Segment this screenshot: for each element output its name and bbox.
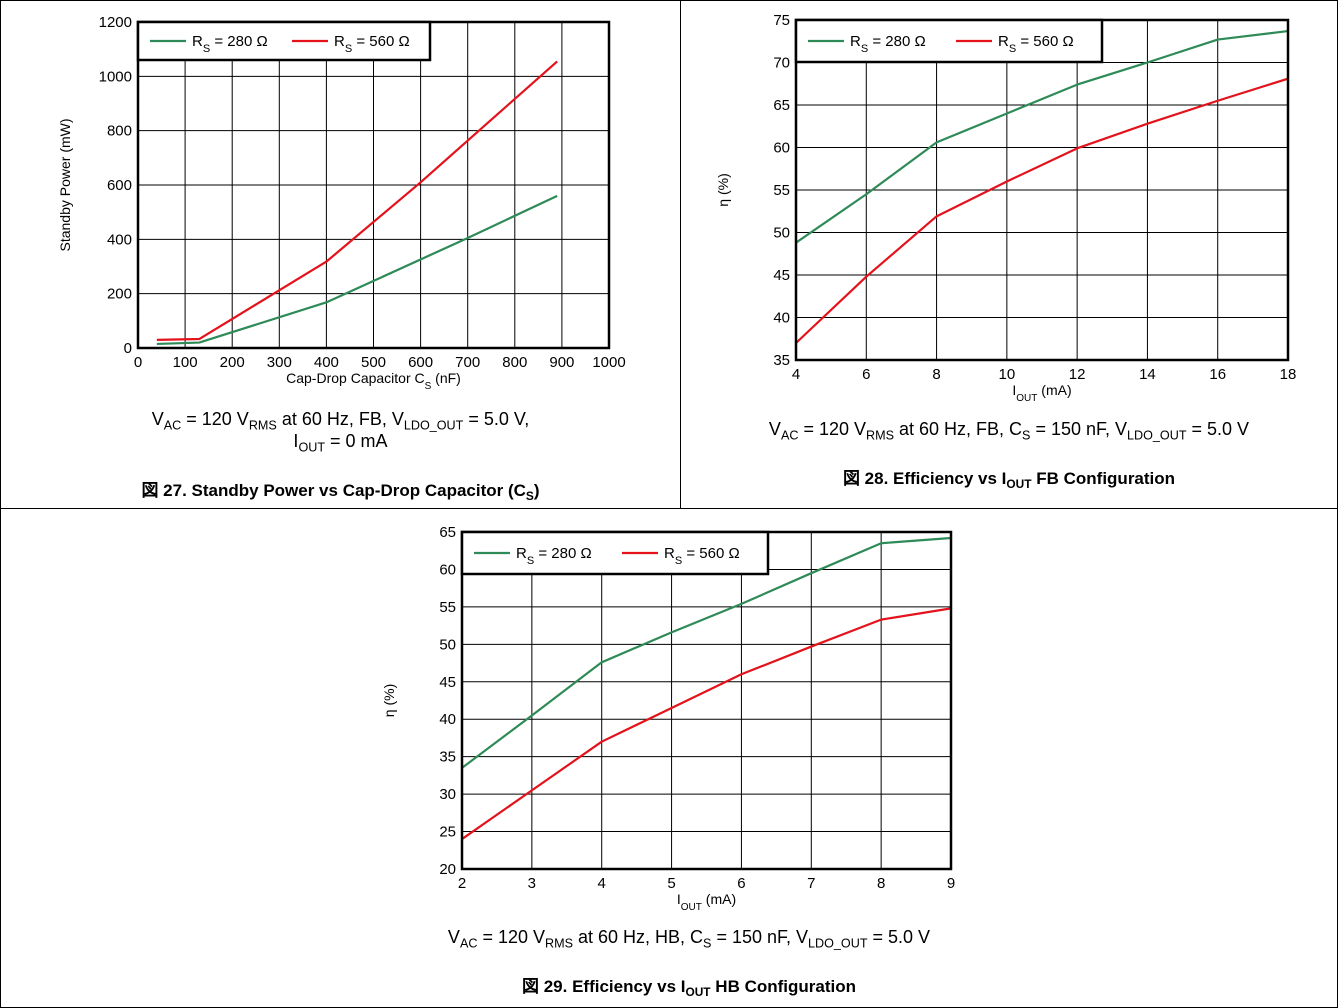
x-tick-label: 500 xyxy=(361,354,386,371)
series-line-rs-280 xyxy=(795,29,1289,244)
y-tick-label: 55 xyxy=(773,182,790,199)
x-tick-label: 2 xyxy=(458,875,466,892)
series-line-rs-560 xyxy=(795,77,1289,344)
y-axis-label: η (%) xyxy=(381,684,397,717)
x-tick-label: 8 xyxy=(877,875,885,892)
y-tick-label: 30 xyxy=(439,786,456,803)
x-tick-label: 9 xyxy=(947,875,955,892)
legend: RS = 280 Ω RS = 560 Ω xyxy=(794,18,1104,64)
legend-entry: RS = 280 Ω xyxy=(192,33,268,55)
figure-27-caption-line1: VAC = 120 VRMS at 60 Hz, FB, VLDO_OUT = … xyxy=(151,409,530,433)
series-line-rs-560 xyxy=(461,607,952,840)
y-tick-label: 40 xyxy=(773,310,790,327)
x-tick-label: 18 xyxy=(1280,366,1297,383)
y-axis-label: Standby Power (mW) xyxy=(57,118,73,251)
figure-28-caption: VAC = 120 VRMS at 60 Hz, FB, CS = 150 nF… xyxy=(768,419,1250,443)
figure-27-title: 図 27. Standby Power vs Cap-Drop Capacito… xyxy=(141,481,540,504)
y-tick-label: 1200 xyxy=(99,14,132,31)
x-tick-label: 6 xyxy=(737,875,745,892)
legend-entry: RS = 560 Ω xyxy=(998,33,1074,55)
x-tick-label: 300 xyxy=(267,354,292,371)
figure-29-title: 図 29. Efficiency vs IOUT HB Configuratio… xyxy=(522,977,856,1000)
y-tick-label: 1000 xyxy=(99,68,132,85)
x-tick-label: 1000 xyxy=(592,354,625,371)
figure-27-caption: VAC = 120 VRMS at 60 Hz, FB, VLDO_OUT = … xyxy=(0,408,681,455)
x-axis-label: IOUT (mA) xyxy=(1012,382,1071,404)
chart-1: 0 100 200 300 400 500 600 700 800 900 1000 0 200 400 6… xyxy=(57,14,626,392)
legend-box xyxy=(794,18,1104,64)
legend-box xyxy=(136,20,432,62)
y-tick-label: 0 xyxy=(124,340,132,357)
series-line-rs-280 xyxy=(461,536,952,769)
x-tick-label: 6 xyxy=(862,366,870,383)
x-axis-label: Cap-Drop Capacitor CS (nF) xyxy=(286,370,461,392)
y-tick-label: 35 xyxy=(773,352,790,369)
x-axis-label: IOUT (mA) xyxy=(677,891,736,913)
legend-entry: RS = 560 Ω xyxy=(664,545,740,567)
legend: RS = 280 Ω RS = 560 Ω xyxy=(460,530,770,576)
series-line-rs-280 xyxy=(156,194,558,346)
x-tick-label: 3 xyxy=(528,875,536,892)
x-tick-label: 0 xyxy=(134,354,142,371)
x-tick-label: 200 xyxy=(220,354,245,371)
x-tick-label: 700 xyxy=(455,354,480,371)
legend: RS = 280 Ω RS = 560 Ω xyxy=(136,20,432,62)
legend-entry: RS = 560 Ω xyxy=(334,33,410,55)
y-tick-label: 20 xyxy=(439,861,456,878)
plot-area-border xyxy=(460,530,953,871)
x-tick-label: 900 xyxy=(549,354,574,371)
y-tick-label: 25 xyxy=(439,824,456,841)
x-tick-label: 12 xyxy=(1069,366,1086,383)
y-tick-label: 60 xyxy=(439,561,456,578)
y-tick-label: 800 xyxy=(107,123,132,140)
y-tick-label: 45 xyxy=(773,267,790,284)
y-axis-label: η (%) xyxy=(715,173,731,206)
x-tick-label: 7 xyxy=(807,875,815,892)
x-tick-label: 4 xyxy=(792,366,800,383)
legend-entry: RS = 280 Ω xyxy=(850,33,926,55)
y-tick-label: 45 xyxy=(439,674,456,691)
y-tick-label: 70 xyxy=(773,55,790,72)
x-tick-label: 8 xyxy=(932,366,940,383)
x-tick-label: 14 xyxy=(1139,366,1156,383)
x-tick-label: 800 xyxy=(502,354,527,371)
figure-29-caption: VAC = 120 VRMS at 60 Hz, HB, CS = 150 nF… xyxy=(447,927,931,951)
y-tick-label: 35 xyxy=(439,749,456,766)
x-tick-label: 400 xyxy=(314,354,339,371)
y-tick-label: 400 xyxy=(107,231,132,248)
y-tick-label: 55 xyxy=(439,599,456,616)
x-tick-label: 4 xyxy=(598,875,606,892)
y-tick-label: 40 xyxy=(439,711,456,728)
legend-box xyxy=(460,530,770,576)
y-tick-label: 200 xyxy=(107,286,132,303)
y-tick-label: 50 xyxy=(439,636,456,653)
x-tick-label: 5 xyxy=(667,875,675,892)
y-tick-label: 65 xyxy=(773,97,790,114)
x-tick-label: 10 xyxy=(999,366,1016,383)
y-tick-label: 60 xyxy=(773,140,790,157)
y-tick-label: 75 xyxy=(773,12,790,29)
chart-2: 4 6 8 10 12 14 16 18 35 40 45 50 55 60 65 70 75 IOUT (mA)… xyxy=(715,12,1296,404)
x-tick-label: 16 xyxy=(1209,366,1226,383)
series-line-rs-560 xyxy=(156,60,558,341)
x-tick-label: 600 xyxy=(408,354,433,371)
y-tick-label: 600 xyxy=(107,177,132,194)
legend-entry: RS = 280 Ω xyxy=(516,545,592,567)
figure-28-title: 図 28. Efficiency vs IOUT FB Configuratio… xyxy=(842,469,1176,492)
y-tick-label: 65 xyxy=(439,524,456,541)
x-tick-label: 100 xyxy=(173,354,198,371)
figure-27-caption-line2: IOUT = 0 mA xyxy=(293,431,388,455)
y-tick-label: 50 xyxy=(773,225,790,242)
